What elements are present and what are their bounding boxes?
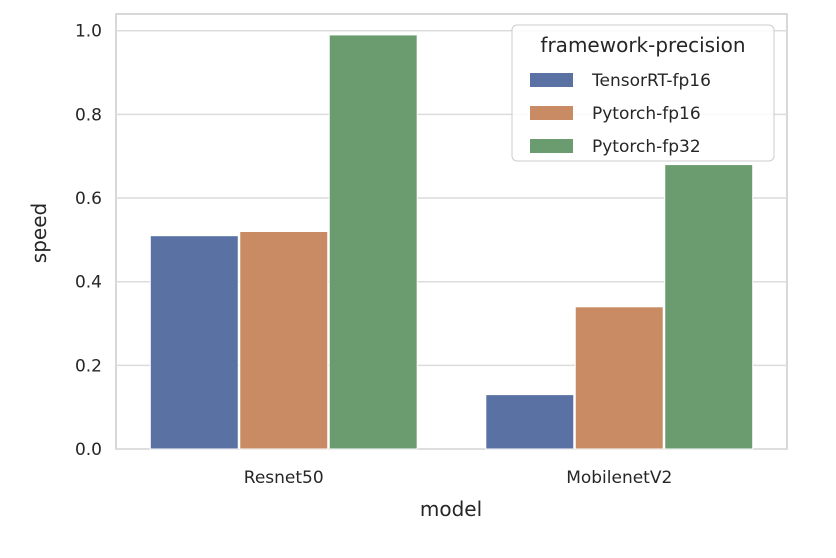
legend-label: Pytorch-fp32 <box>592 137 701 157</box>
x-axis-title: model <box>420 497 482 521</box>
x-tick-labels: Resnet50 MobilenetV2 <box>244 468 673 488</box>
bar <box>574 306 664 450</box>
y-tick-labels: 0.0 0.2 0.4 0.6 0.8 1.0 <box>75 22 102 460</box>
legend-swatch <box>530 106 573 120</box>
x-tick-label: MobilenetV2 <box>566 468 672 488</box>
legend-title: framework-precision <box>540 33 745 57</box>
legend-box <box>511 24 775 162</box>
bar <box>149 235 239 450</box>
y-tick-label: 0.4 <box>75 273 102 293</box>
bar <box>328 34 418 450</box>
x-tick-label: Resnet50 <box>244 468 324 488</box>
y-tick-label: 1.0 <box>75 22 102 42</box>
y-tick-label: 0.8 <box>75 105 102 125</box>
legend-swatch <box>530 73 573 87</box>
bar <box>664 164 754 450</box>
legend: framework-precision TensorRT-fp16 Pytorch… <box>511 24 775 162</box>
bars <box>149 34 754 450</box>
y-tick-label: 0.0 <box>75 440 102 460</box>
bar <box>485 394 575 450</box>
y-axis-title: speed <box>27 203 51 263</box>
y-tick-label: 0.2 <box>75 356 102 376</box>
legend-swatch <box>530 139 573 153</box>
legend-items: TensorRT-fp16 Pytorch-fp16 Pytorch-fp32 <box>530 71 711 157</box>
y-tick-label: 0.6 <box>75 189 102 209</box>
legend-label: Pytorch-fp16 <box>592 104 701 124</box>
legend-label: TensorRT-fp16 <box>591 71 711 91</box>
bar <box>239 231 329 450</box>
